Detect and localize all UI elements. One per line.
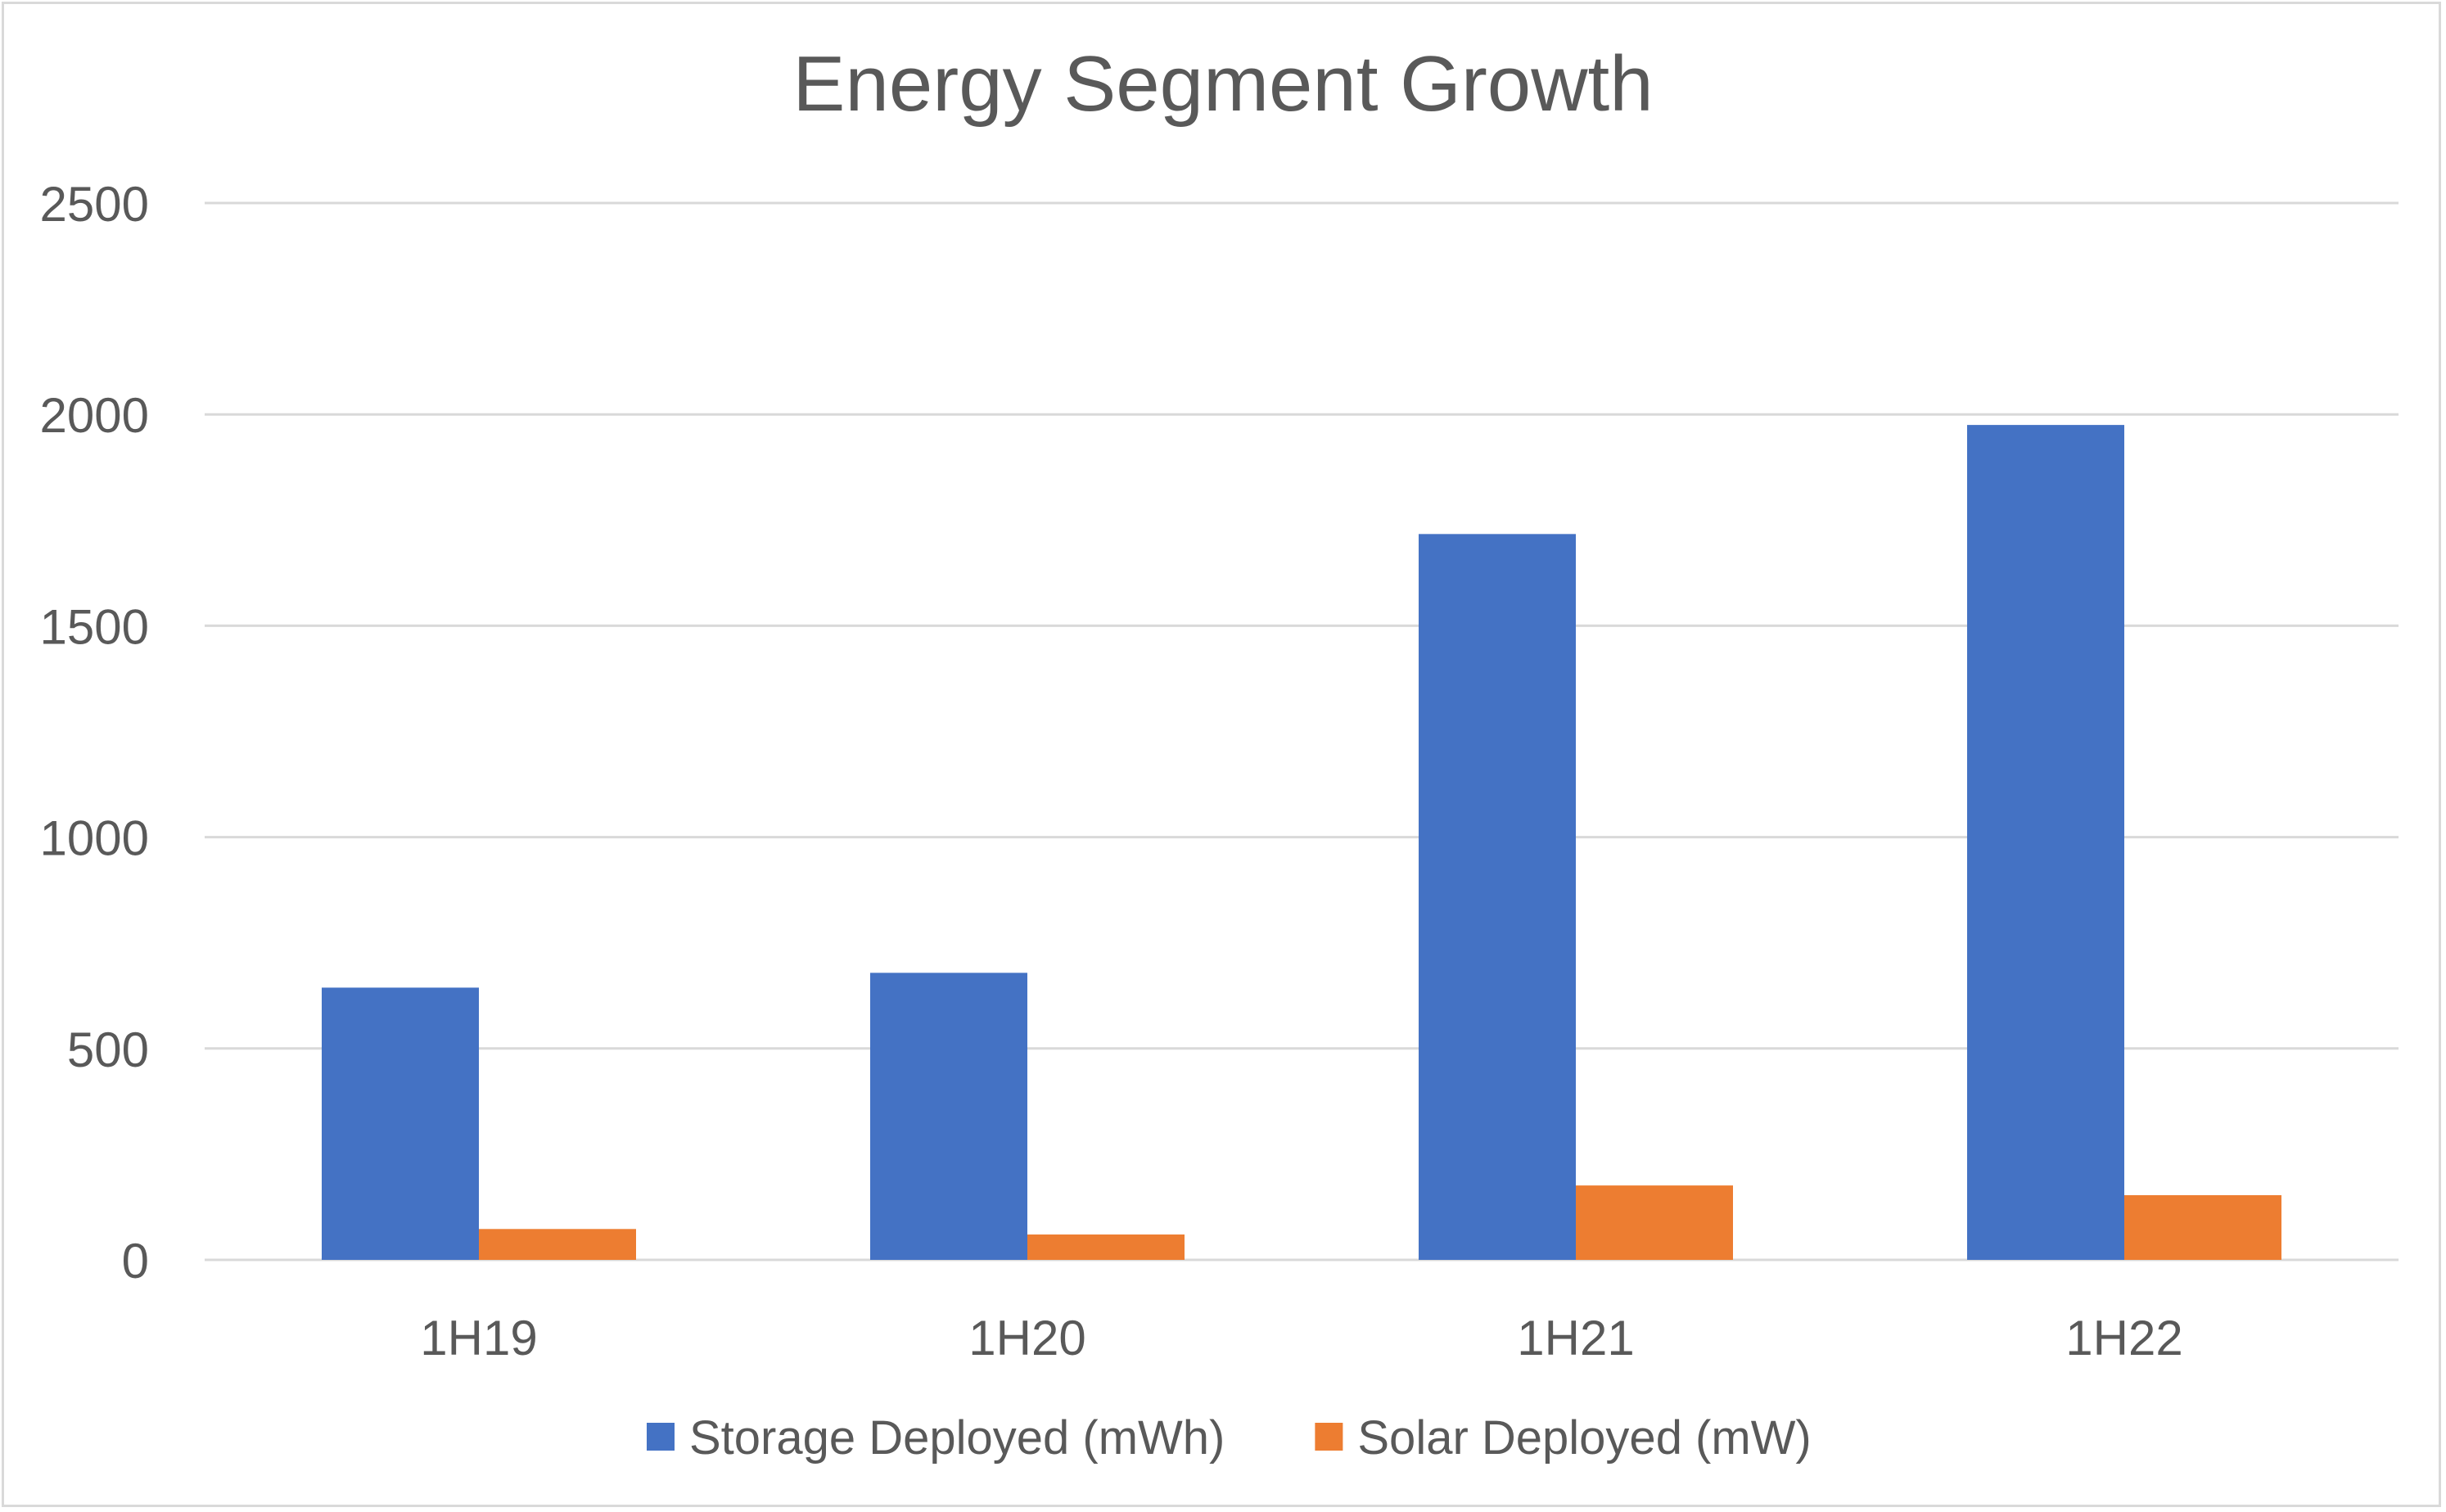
y-tick-label: 1500	[40, 599, 149, 654]
x-tick-label: 1H19	[420, 1311, 537, 1365]
bar-storage-1H20	[870, 973, 1027, 1260]
x-tick-label: 1H22	[2065, 1311, 2182, 1365]
bar-solar-1H19	[479, 1229, 636, 1260]
chart-title: Energy Segment Growth	[792, 40, 1653, 128]
legend-label: Storage Deployed (mWh)	[689, 1411, 1225, 1465]
y-tick-label: 500	[67, 1022, 149, 1077]
y-tick-label: 1000	[40, 811, 149, 866]
x-tick-label: 1H20	[968, 1311, 1085, 1365]
bar-solar-1H21	[1576, 1185, 1733, 1260]
x-tick-label: 1H21	[1517, 1311, 1634, 1365]
legend-swatch	[647, 1423, 675, 1451]
legend-label: Solar Deployed (mW)	[1357, 1411, 1811, 1465]
bar-solar-1H20	[1027, 1234, 1185, 1260]
y-tick-label: 2500	[40, 177, 149, 232]
legend-swatch	[1315, 1423, 1343, 1451]
bar-storage-1H21	[1419, 534, 1576, 1260]
bar-solar-1H22	[2124, 1194, 2281, 1260]
bar-storage-1H19	[322, 987, 479, 1260]
y-tick-label: 2000	[40, 388, 149, 443]
y-tick-label: 0	[122, 1234, 149, 1289]
bar-storage-1H22	[1967, 425, 2124, 1260]
